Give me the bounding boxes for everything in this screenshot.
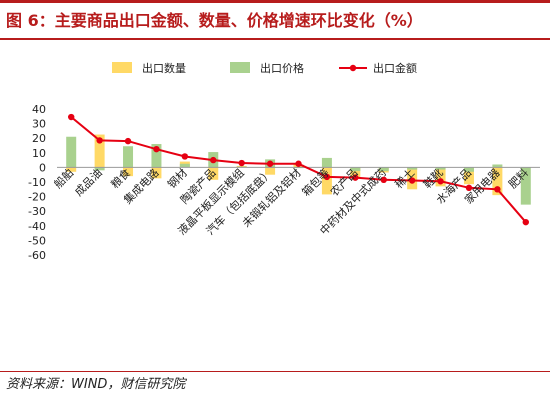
point-amount xyxy=(266,160,274,167)
bar-price xyxy=(435,167,446,170)
bar-price xyxy=(94,167,105,171)
point-amount xyxy=(295,160,302,167)
point-amount xyxy=(181,153,189,160)
point-amount xyxy=(153,145,160,153)
bar-price xyxy=(463,167,474,172)
legend-label: 出口金额 xyxy=(373,61,417,75)
point-amount xyxy=(68,113,75,121)
bar-quantity xyxy=(151,167,162,179)
point-amount xyxy=(408,177,416,184)
y-tick-label: -30 xyxy=(28,205,46,218)
bar-price xyxy=(378,167,389,172)
bar-quantity xyxy=(265,167,276,175)
point-amount xyxy=(352,174,359,181)
bottom-rule xyxy=(0,371,550,372)
y-tick-label: 0 xyxy=(39,161,46,174)
bar-quantity xyxy=(66,167,77,172)
bar-price xyxy=(123,146,134,168)
bar-price xyxy=(492,164,503,168)
bar-price xyxy=(407,167,418,170)
bar-quantity xyxy=(208,167,219,180)
point-amount xyxy=(494,186,501,193)
bar-quantity xyxy=(123,167,134,177)
x-category-label: 成品油 xyxy=(72,166,105,199)
y-tick-label: -60 xyxy=(28,249,46,262)
point-amount xyxy=(323,173,331,181)
point-amount xyxy=(210,156,217,164)
bar-quantity xyxy=(94,134,105,168)
bar-quantity xyxy=(321,167,332,195)
y-tick-label: 40 xyxy=(32,103,46,116)
bar-quantity xyxy=(492,167,503,196)
y-tick-label: -20 xyxy=(28,191,46,204)
top-rule xyxy=(0,0,550,3)
point-amount xyxy=(124,137,132,145)
y-tick-label: 30 xyxy=(32,118,46,131)
y-tick-label: -10 xyxy=(28,176,46,189)
title-rule xyxy=(0,38,550,40)
line-amount xyxy=(70,116,527,223)
point-amount xyxy=(238,159,245,167)
y-tick-label: -50 xyxy=(28,234,46,247)
chart-title: 图 6：主要商品出口金额、数量、价格增速环比变化（%） xyxy=(6,11,423,30)
legend-swatch xyxy=(230,62,250,73)
legend-swatch xyxy=(349,64,357,72)
bar-price xyxy=(350,167,361,172)
bar-price xyxy=(321,157,332,168)
legend-swatch xyxy=(112,62,132,73)
y-tick-label: 10 xyxy=(32,147,46,160)
bar-quantity xyxy=(350,167,361,177)
bar-price xyxy=(179,163,190,168)
x-category-label: 钢材 xyxy=(165,166,190,191)
y-tick-label: 20 xyxy=(32,132,46,145)
point-amount xyxy=(437,178,444,185)
legend-label: 出口价格 xyxy=(260,61,304,75)
point-amount xyxy=(380,176,387,184)
source-note: 资料来源：WIND，财信研究院 xyxy=(6,377,186,392)
point-amount xyxy=(522,218,529,226)
bar-price xyxy=(520,167,531,205)
y-tick-label: -40 xyxy=(28,220,46,233)
point-amount xyxy=(96,137,103,144)
bar-quantity xyxy=(463,167,474,185)
point-amount xyxy=(465,184,473,192)
bar-price xyxy=(151,144,162,168)
bar-quantity xyxy=(435,167,446,187)
bar-price xyxy=(66,136,77,168)
legend-label: 出口数量 xyxy=(142,61,186,75)
